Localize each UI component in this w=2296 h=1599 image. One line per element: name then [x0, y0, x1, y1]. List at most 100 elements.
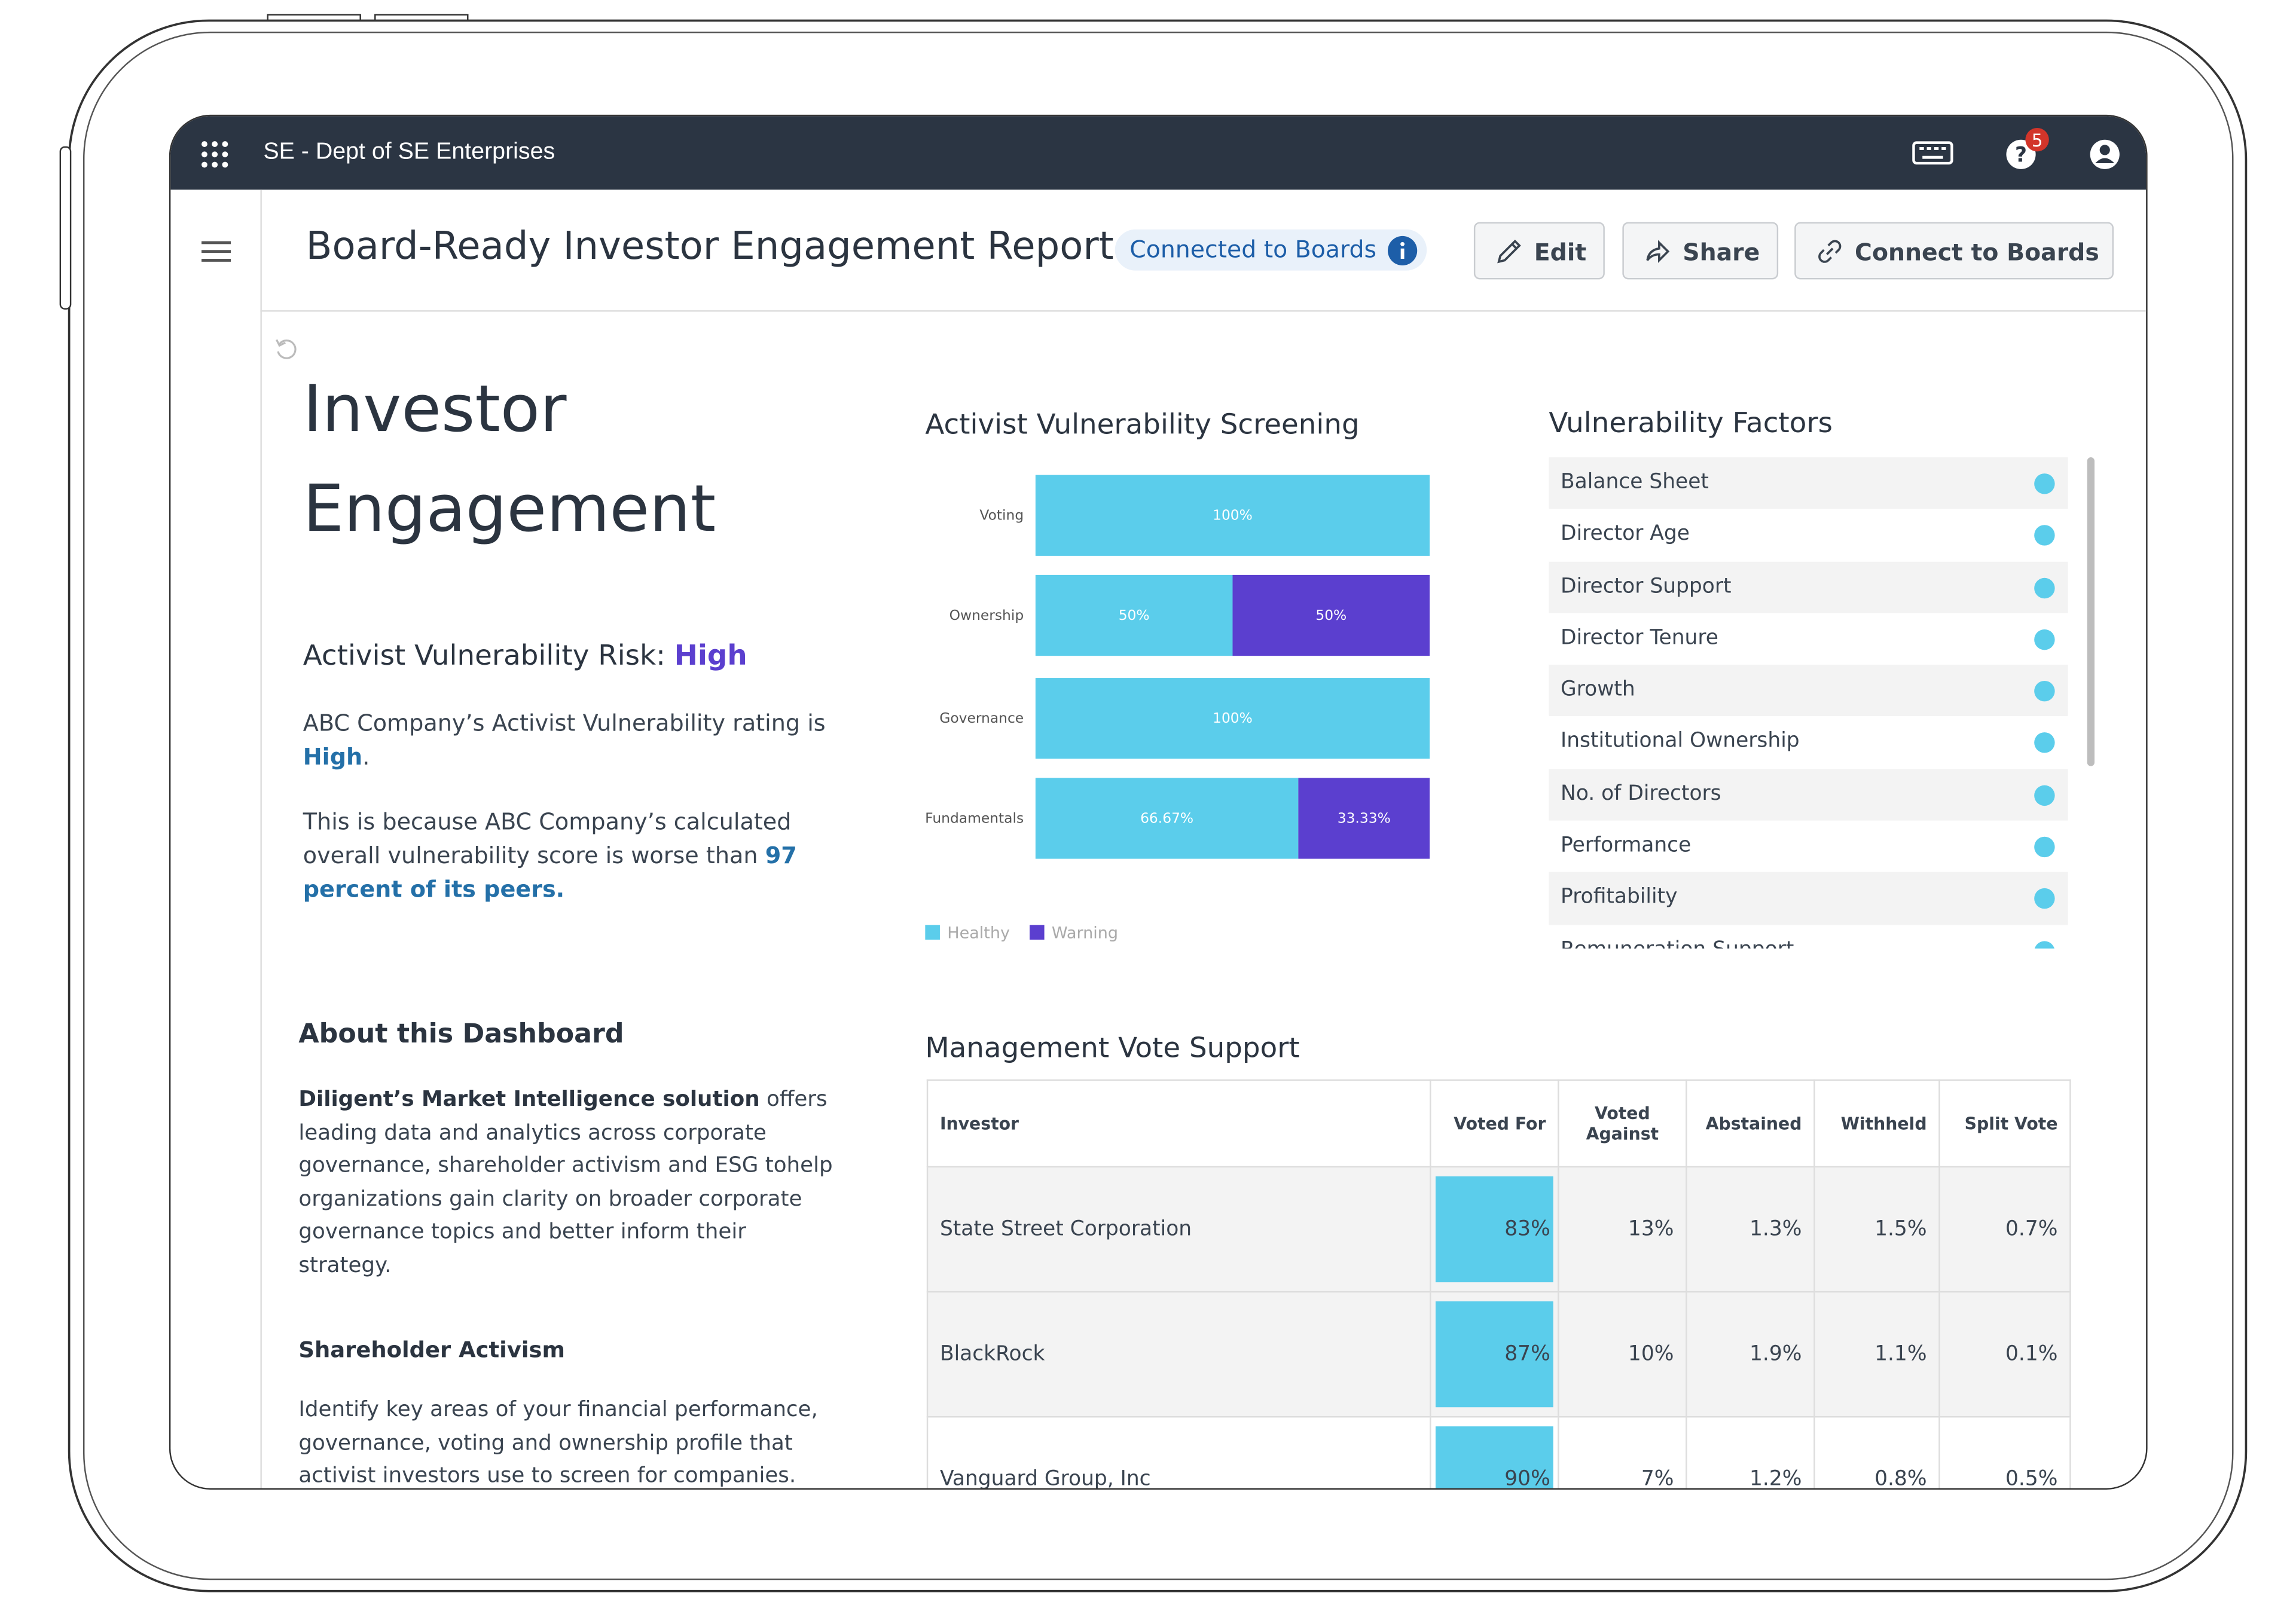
text-segment: Diligent’s Market Intelligence solution	[298, 1088, 760, 1112]
category-label: Voting	[979, 507, 1024, 524]
category-label: Ownership	[949, 607, 1024, 623]
table-cell: 87%	[1430, 1291, 1559, 1418]
table-cell: 10%	[1558, 1291, 1687, 1418]
header-divider	[260, 310, 2147, 312]
section-title: Shareholder Activism	[298, 1337, 565, 1363]
value-label: 50%	[1315, 607, 1347, 623]
section-body: Identify key areas of your financial per…	[298, 1398, 818, 1488]
action-button[interactable]: Connect to Boards	[1794, 222, 2114, 280]
factor-name: Director Age	[1561, 522, 1690, 546]
legend-label: Healthy	[947, 924, 1010, 942]
legend-swatch	[925, 925, 940, 940]
vote-table: Investor Voted For Voted Against Abstained W…	[926, 1079, 2071, 1488]
sidebar-divider	[260, 189, 262, 1488]
org-name: SE - Dept of SE Enterprises	[263, 139, 555, 165]
chart-title: Activist Vulnerability Screening	[925, 409, 1359, 441]
column-header: Voted Against	[1558, 1079, 1687, 1168]
button-label: Share	[1683, 238, 1760, 267]
factor-row[interactable]: Profitability	[1549, 872, 2068, 925]
user-icon[interactable]	[2089, 138, 2121, 170]
factor-name: Remuneration Support	[1561, 938, 1794, 949]
bar	[1035, 475, 1430, 556]
factor-row[interactable]: Performance	[1549, 821, 2068, 873]
info-icon	[1387, 236, 1417, 266]
factor-name: Balance Sheet	[1561, 470, 1709, 494]
factor-row[interactable]: Balance Sheet	[1549, 457, 2068, 509]
value-label: 50%	[1119, 607, 1150, 623]
page-heading: Investor	[303, 372, 567, 447]
action-button[interactable]: Edit	[1473, 222, 1605, 280]
value-label: 33.33%	[1338, 809, 1391, 826]
legend-swatch	[1030, 925, 1045, 940]
text-segment: This is because ABC Company’s calculated…	[303, 809, 792, 869]
vote-title: Management Vote Support	[925, 1032, 1300, 1065]
header-row: Investor Voted For Voted Against Abstained W…	[926, 1079, 2071, 1168]
column-header: Withheld	[1813, 1079, 1940, 1168]
menu-icon[interactable]	[201, 240, 231, 263]
factor-dot	[2034, 836, 2055, 858]
table-cell: 7%	[1558, 1415, 1687, 1488]
page-heading: Engagement	[303, 472, 716, 548]
table-cell: 13%	[1558, 1166, 1687, 1293]
factor-row[interactable]: Director Support	[1549, 561, 2068, 613]
table-cell: 1.3%	[1686, 1166, 1815, 1293]
button-icon	[1646, 240, 1670, 263]
table-cell: BlackRock	[926, 1291, 1431, 1418]
column-header: Investor	[926, 1079, 1431, 1168]
factor-name: Director Tenure	[1561, 626, 1719, 650]
factor-row[interactable]: No. of Directors	[1549, 769, 2068, 821]
table-cell: 0.1%	[1938, 1291, 2071, 1418]
category-label: Governance	[939, 710, 1024, 726]
button-icon	[1497, 239, 1521, 264]
table-cell: 0.7%	[1938, 1166, 2071, 1293]
factor-row[interactable]: Director Age	[1549, 509, 2068, 561]
voted-for-bar: 90%	[1435, 1426, 1553, 1488]
text-segment: ABC Company’s Activist Vulnerability rat…	[303, 710, 826, 737]
factor-row[interactable]: Director Tenure	[1549, 613, 2068, 665]
button-label: Edit	[1534, 238, 1587, 267]
factor-name: Performance	[1561, 834, 1692, 858]
table-cell: 0.5%	[1938, 1415, 2071, 1488]
text-segment: offers leading data and analytics across…	[298, 1088, 833, 1277]
table-cell: 90%	[1430, 1415, 1559, 1488]
about-body: Diligent’s Market Intelligence solution …	[298, 1084, 842, 1282]
legend-label: Warning	[1052, 924, 1118, 942]
factor-dot	[2034, 733, 2055, 754]
table-row: State Street Corporation 83% 13% 1.3% 1.5% 0.…	[926, 1166, 2071, 1293]
scrollbar[interactable]	[2087, 457, 2095, 766]
factor-dot	[2034, 785, 2055, 806]
about-title: About this Dashboard	[298, 1019, 624, 1050]
rating-text: ABC Company’s Activist Vulnerability rat…	[303, 707, 862, 775]
table-row: BlackRock 87% 10% 1.9% 1.1% 0.1%	[926, 1291, 2071, 1418]
undo-icon[interactable]	[274, 337, 300, 363]
value-label: 100%	[1213, 710, 1253, 726]
action-button[interactable]: Share	[1622, 222, 1779, 280]
risk-line: Activist Vulnerability Risk: High	[303, 640, 747, 672]
factor-row[interactable]: Growth	[1549, 665, 2068, 717]
column-header: Voted For	[1430, 1079, 1559, 1168]
keyboard-icon[interactable]	[1912, 140, 1953, 166]
chart: Activist Vulnerability Screening Voting 10…	[925, 409, 1430, 942]
value-label: 66.67%	[1140, 809, 1193, 826]
voted-for-bar: 87%	[1435, 1301, 1553, 1408]
bar	[1298, 778, 1430, 859]
value-label: 100%	[1213, 507, 1253, 524]
factor-dot	[2034, 473, 2055, 494]
risk-label: Activist Vulnerability Risk:	[303, 640, 665, 672]
factor-name: Growth	[1561, 678, 1635, 702]
factor-name: Director Support	[1561, 574, 1732, 598]
button-icon	[1818, 240, 1842, 263]
button-label: Connect to Boards	[1855, 238, 2099, 267]
factor-row[interactable]: Remuneration Support	[1549, 925, 2068, 949]
screen: SE - Dept of SE Enterprises ? 5 Board-Re…	[169, 114, 2148, 1490]
help-icon[interactable]: ? 5	[2001, 125, 2059, 184]
table-row: Vanguard Group, Inc 90% 7% 1.2% 0.8% 0.5%	[926, 1415, 2071, 1488]
top-buttons	[267, 14, 469, 21]
connected-badge[interactable]: Connected to Boards	[1115, 229, 1427, 271]
risk-level: High	[674, 640, 747, 672]
factor-row[interactable]: Institutional Ownership	[1549, 717, 2068, 769]
table-cell: 1.1%	[1813, 1291, 1940, 1418]
apps-icon[interactable]	[200, 140, 230, 169]
